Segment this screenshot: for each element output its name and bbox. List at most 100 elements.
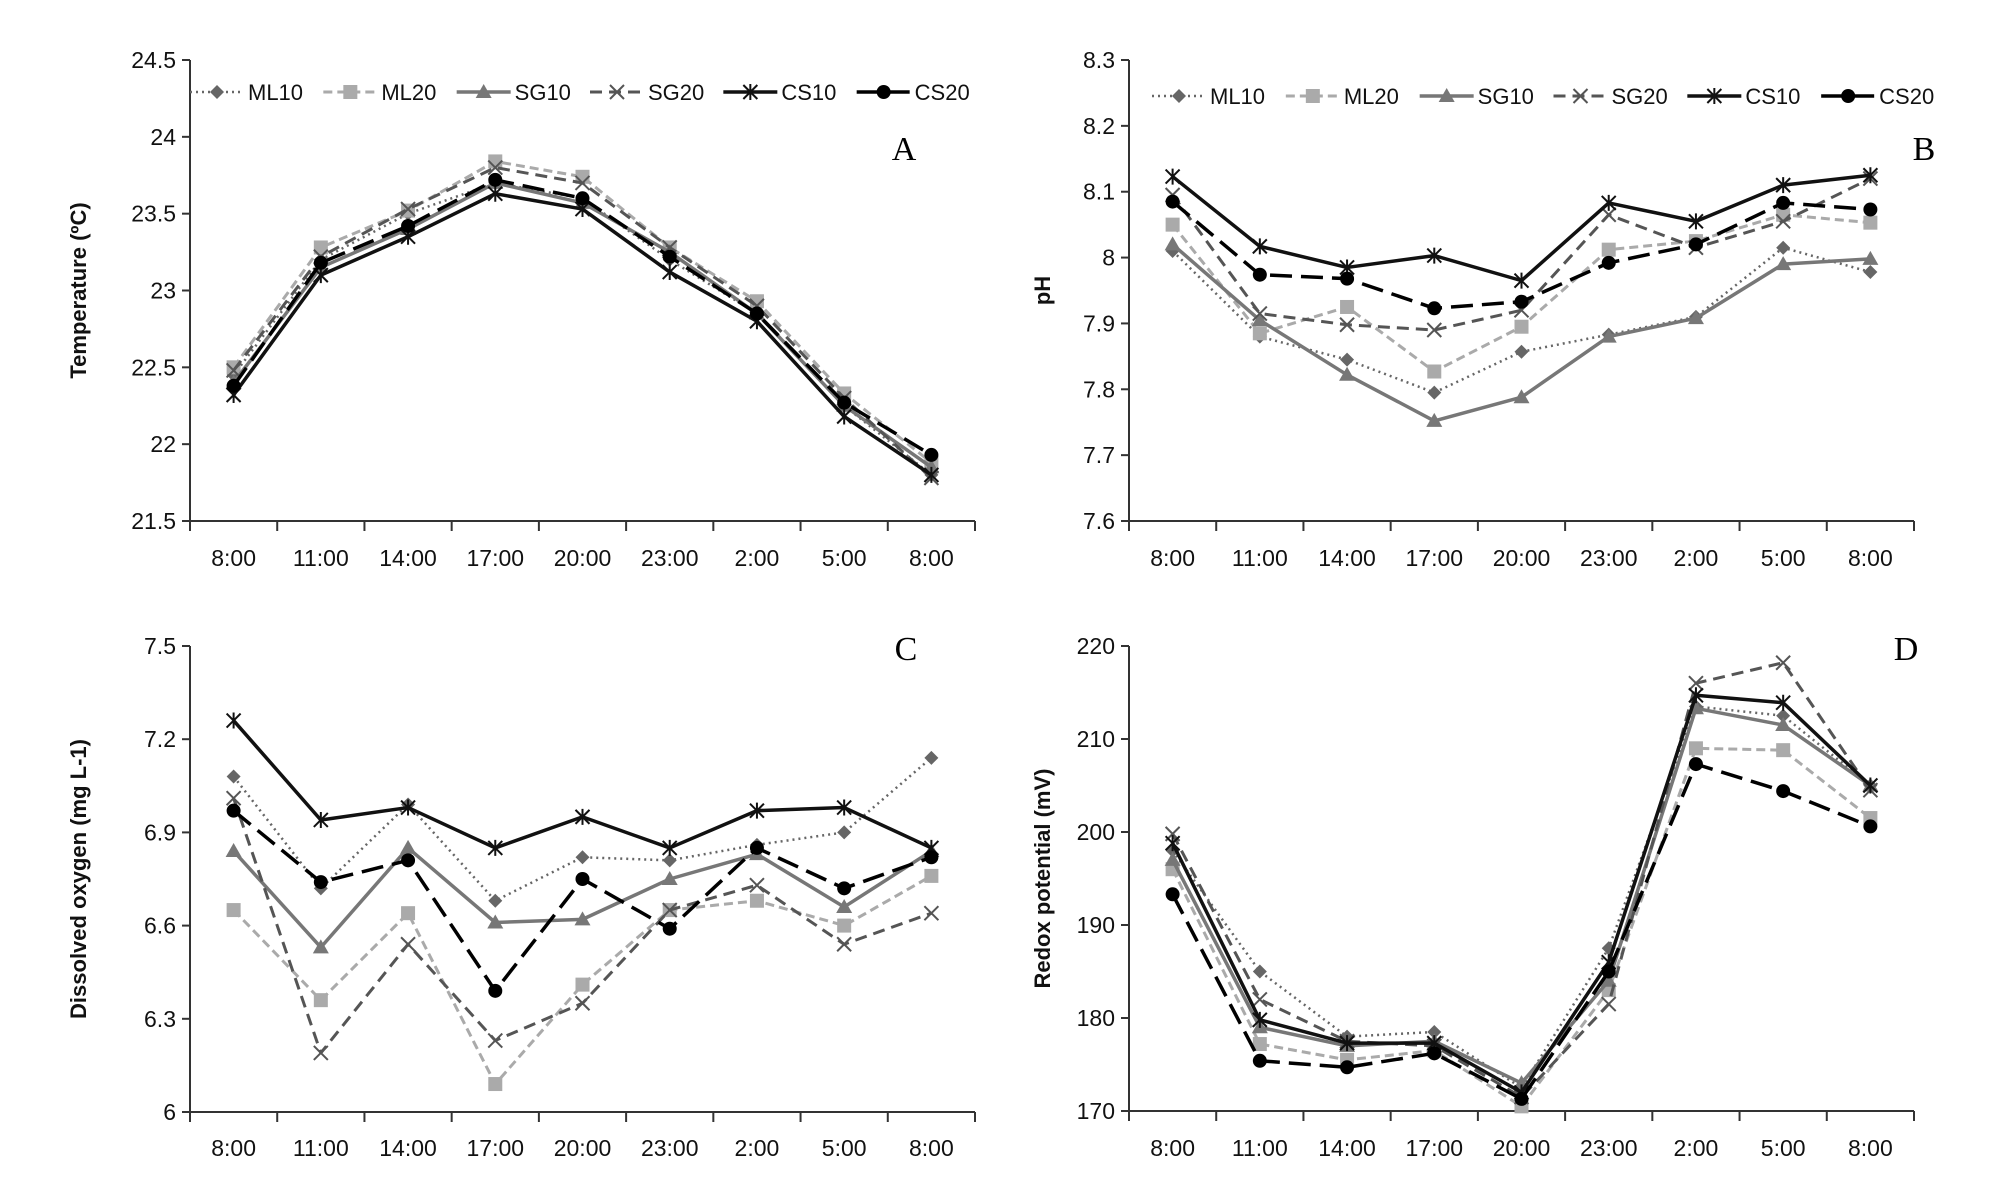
legend-item-cs10: CS10 <box>723 80 836 105</box>
legend-label: SG20 <box>1612 84 1668 109</box>
panel-label: D <box>1894 631 1919 668</box>
data-point <box>1776 784 1791 799</box>
legend-label: ML10 <box>1210 84 1265 109</box>
y-tick-label: 8 <box>1102 245 1115 271</box>
x-tick-label: 20:00 <box>1493 1135 1551 1161</box>
data-point <box>1863 202 1878 217</box>
data-point <box>1164 835 1181 852</box>
data-point <box>1688 687 1704 704</box>
data-point <box>487 185 503 202</box>
data-point <box>401 906 416 921</box>
panel-b: 7.6 7.7 7.8 7.9 8 8.1 8.2 8.3 8:00 11:00 14:00 17:0… <box>1030 47 1935 571</box>
x-tick-label: 8:00 <box>211 1135 256 1161</box>
x-tick-label: 23:00 <box>1580 545 1638 571</box>
data-point <box>1514 1091 1529 1106</box>
data-point <box>1863 819 1878 834</box>
series-line <box>1171 762 1872 1101</box>
y-tick-label: 7.8 <box>1083 376 1115 402</box>
data-point <box>226 803 241 818</box>
data-point <box>662 853 677 868</box>
data-point <box>662 264 678 281</box>
data-point <box>1251 312 1268 327</box>
data-point <box>837 918 852 933</box>
data-point <box>1339 366 1356 381</box>
y-tick-label: 8.1 <box>1083 179 1115 205</box>
y-tick-label: 200 <box>1077 819 1115 845</box>
data-point <box>1688 675 1704 691</box>
data-point <box>1252 964 1267 979</box>
series-cs10 <box>1164 167 1879 289</box>
data-point <box>1340 271 1355 286</box>
y-tick-label: 7.7 <box>1083 442 1115 468</box>
x-tick-label: 8:00 <box>1848 545 1893 571</box>
data-point <box>1776 240 1791 255</box>
data-point <box>1775 655 1791 671</box>
data-point <box>1775 177 1791 194</box>
x-tick-label: 14:00 <box>1318 545 1376 571</box>
data-point <box>1340 299 1355 314</box>
y-tick-label: 8.2 <box>1083 113 1115 139</box>
data-point <box>1600 972 1617 987</box>
data-point <box>1862 777 1879 794</box>
x-tick-label: 2:00 <box>735 1135 780 1161</box>
data-point <box>837 881 852 896</box>
legend-marker <box>1572 88 1589 104</box>
x-tick-label: 8:00 <box>909 1135 954 1161</box>
x-tick-label: 23:00 <box>1580 1135 1638 1161</box>
series-ml20 <box>1165 207 1878 379</box>
data-point <box>837 395 852 410</box>
series-line <box>1171 661 1872 1099</box>
x-tick-label: 5:00 <box>1761 1135 1806 1161</box>
data-point <box>1601 255 1616 270</box>
data-point <box>488 983 503 998</box>
data-point <box>487 914 504 929</box>
data-point <box>487 1032 503 1049</box>
data-point <box>1426 322 1442 338</box>
series-cs20 <box>226 803 939 998</box>
data-point <box>575 850 590 865</box>
data-point <box>1513 272 1530 289</box>
legend-marker <box>475 84 492 98</box>
y-tick-label: 220 <box>1077 633 1115 659</box>
y-tick-label: 7.9 <box>1083 310 1115 336</box>
data-point <box>1252 326 1267 341</box>
y-tick-label: 7.6 <box>1083 508 1115 534</box>
series-line <box>1171 706 1872 1085</box>
y-tick-label: 6.9 <box>144 819 176 845</box>
data-point <box>313 811 329 828</box>
data-point <box>487 839 503 856</box>
y-tick-label: 23 <box>150 278 176 304</box>
data-point <box>1252 305 1268 322</box>
data-point <box>924 850 939 865</box>
x-tick-label: 8:00 <box>211 545 256 571</box>
data-point <box>226 378 241 393</box>
data-point <box>924 750 939 765</box>
data-point <box>1252 238 1268 255</box>
series-cs10 <box>225 712 940 856</box>
series-line <box>232 178 933 457</box>
panel-label: C <box>895 631 918 668</box>
data-point <box>1775 256 1792 271</box>
legend: ML10 ML20 SG10 SG20 CS10 CS20 <box>1152 84 1934 109</box>
legend-item-ml20: ML20 <box>1285 84 1399 109</box>
data-point <box>1775 694 1791 711</box>
legend-item-sg20: SG20 <box>1553 84 1668 109</box>
legend-label: SG20 <box>648 80 704 105</box>
legend-label: CS10 <box>1745 84 1800 109</box>
x-tick-label: 20:00 <box>554 545 612 571</box>
data-point <box>1339 317 1355 333</box>
legend: ML10 ML20 SG10 SG20 CS10 CS20 <box>190 80 970 105</box>
data-point <box>225 843 242 858</box>
data-point <box>923 466 940 483</box>
data-point <box>312 939 329 954</box>
data-point <box>1775 213 1791 230</box>
data-point <box>400 839 417 854</box>
y-tick-label: 6.3 <box>144 1006 176 1032</box>
legend-label: ML20 <box>1344 84 1399 109</box>
data-point <box>661 871 678 885</box>
x-tick-label: 5:00 <box>822 1135 867 1161</box>
data-point <box>400 799 416 816</box>
data-point <box>836 408 852 425</box>
legend-marker <box>609 84 625 100</box>
